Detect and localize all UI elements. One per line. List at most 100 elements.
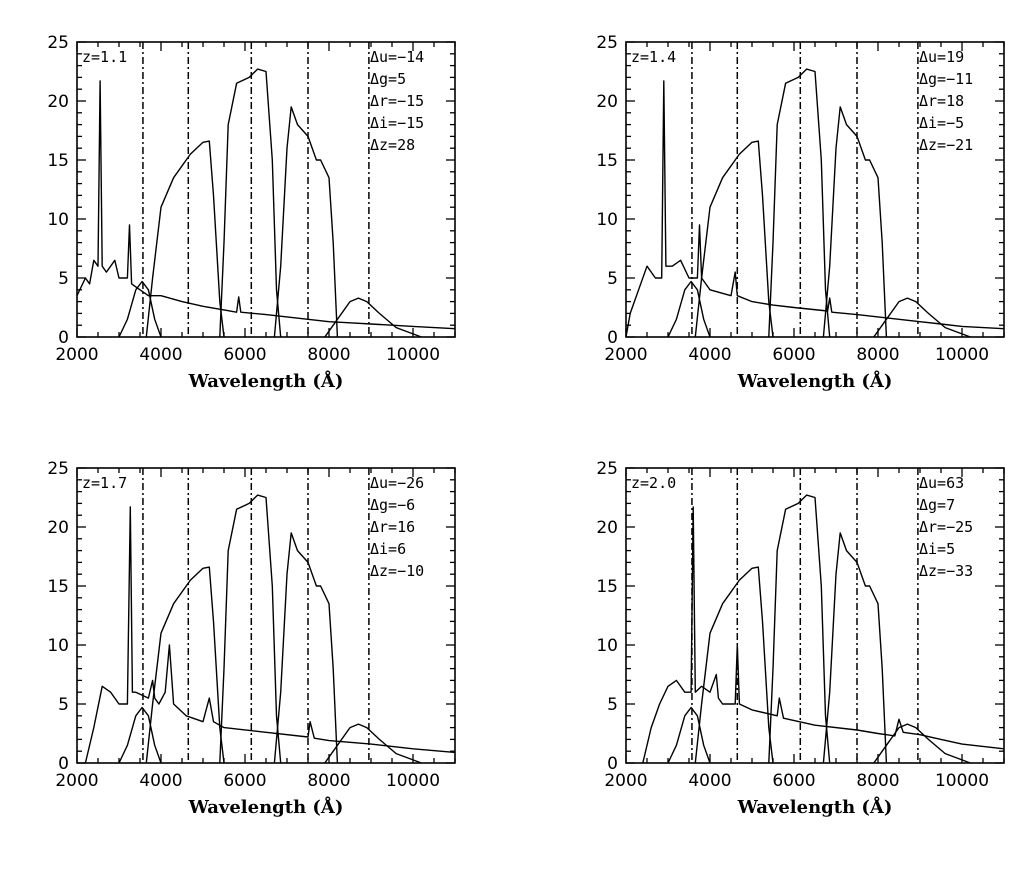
x-axis-label: Wavelength (Å) xyxy=(737,795,893,818)
x-tick-label: 8000 xyxy=(307,771,350,791)
i-filter-curve xyxy=(822,532,888,763)
y-tick-label: 25 xyxy=(596,459,618,479)
y-tick-label: 20 xyxy=(47,92,69,112)
g-filter-curve xyxy=(145,566,225,763)
y-tick-label: 10 xyxy=(596,210,618,230)
plot-area xyxy=(84,468,455,763)
delta-annotation: Δu=−26 xyxy=(370,474,424,492)
g-filter-curve xyxy=(694,140,774,337)
y-tick-label: 15 xyxy=(596,577,618,597)
delta-annotation: Δg=7 xyxy=(919,496,955,514)
y-tick-label: 15 xyxy=(596,151,618,171)
delta-annotation: Δr=18 xyxy=(919,92,964,110)
u-filter-curve xyxy=(118,280,162,337)
u-filter-curve xyxy=(667,280,711,337)
r-filter-curve xyxy=(219,494,282,763)
y-tick-label: 0 xyxy=(607,754,618,774)
delta-annotation: Δz=−21 xyxy=(919,136,973,154)
x-tick-label: 8000 xyxy=(856,345,899,365)
g-filter-curve xyxy=(694,566,774,763)
delta-annotation: Δi=−5 xyxy=(919,114,964,132)
delta-annotation: Δz=28 xyxy=(370,136,415,154)
delta-annotation: Δr=−25 xyxy=(919,518,973,536)
x-tick-label: 2000 xyxy=(55,345,98,365)
z-filter-curve xyxy=(873,297,971,337)
y-tick-label: 5 xyxy=(607,695,618,715)
plot-area xyxy=(642,468,1004,763)
plot-area xyxy=(626,42,1004,337)
x-tick-label: 10000 xyxy=(386,771,440,791)
x-tick-label: 10000 xyxy=(935,771,989,791)
x-tick-label: 8000 xyxy=(856,771,899,791)
z-filter-curve xyxy=(324,297,422,337)
quasar-spectrum-line xyxy=(77,80,455,330)
delta-annotation: Δz=−10 xyxy=(370,562,424,580)
y-tick-label: 10 xyxy=(596,636,618,656)
redshift-label: z=1.4 xyxy=(631,48,676,66)
x-tick-label: 6000 xyxy=(223,345,266,365)
x-tick-label: 4000 xyxy=(139,771,182,791)
delta-annotation: Δg=−11 xyxy=(919,70,973,88)
redshift-label: z=1.1 xyxy=(82,48,127,66)
r-filter-curve xyxy=(768,68,831,337)
delta-annotation: Δg=5 xyxy=(370,70,406,88)
delta-annotation: Δg=−6 xyxy=(370,496,415,514)
x-tick-label: 2000 xyxy=(604,771,647,791)
x-tick-label: 4000 xyxy=(139,345,182,365)
x-axis-label: Wavelength (Å) xyxy=(188,795,344,818)
x-tick-label: 6000 xyxy=(772,345,815,365)
y-tick-label: 20 xyxy=(596,92,618,112)
quasar-spectrum-line xyxy=(84,506,455,763)
i-filter-curve xyxy=(822,106,888,337)
delta-annotation: Δu=19 xyxy=(919,48,964,66)
x-tick-label: 2000 xyxy=(604,345,647,365)
y-tick-label: 5 xyxy=(58,695,69,715)
y-tick-label: 10 xyxy=(47,210,69,230)
quasar-spectrum-line xyxy=(626,80,1004,337)
z-filter-curve xyxy=(873,723,971,763)
x-tick-label: 8000 xyxy=(307,345,350,365)
x-tick-label: 6000 xyxy=(223,771,266,791)
g-filter-curve xyxy=(145,140,225,337)
x-tick-label: 2000 xyxy=(55,771,98,791)
redshift-label: z=1.7 xyxy=(82,474,127,492)
r-filter-curve xyxy=(768,494,831,763)
y-tick-label: 20 xyxy=(47,518,69,538)
delta-annotation: Δi=−15 xyxy=(370,114,424,132)
plot-area xyxy=(77,42,455,337)
panel-2: 2000 4000 6000 8000 10000 0 5 10 15 20 25 Wavelengt… xyxy=(596,33,1005,392)
panel-3: 2000 4000 6000 8000 10000 0 5 10 15 20 25 Wavelengt… xyxy=(47,459,456,818)
x-tick-label: 4000 xyxy=(688,771,731,791)
y-tick-label: 0 xyxy=(58,328,69,348)
x-tick-label: 6000 xyxy=(772,771,815,791)
delta-annotation: Δz=−33 xyxy=(919,562,973,580)
delta-annotation: Δu=63 xyxy=(919,474,964,492)
i-filter-curve xyxy=(273,532,339,763)
y-tick-label: 5 xyxy=(58,269,69,289)
y-tick-label: 15 xyxy=(47,577,69,597)
delta-annotation: Δr=−15 xyxy=(370,92,424,110)
redshift-label: z=2.0 xyxy=(631,474,676,492)
z-filter-curve xyxy=(324,723,422,763)
y-tick-label: 0 xyxy=(607,328,618,348)
panel-4: 2000 4000 6000 8000 10000 0 5 10 15 20 25 Wavelengt… xyxy=(596,459,1005,818)
delta-annotation: Δi=5 xyxy=(919,540,955,558)
r-filter-curve xyxy=(219,68,282,337)
panel-1: 2000 4000 6000 8000 10000 0 5 10 15 20 25 Wavelengt… xyxy=(47,33,456,392)
y-tick-label: 25 xyxy=(47,33,69,53)
y-tick-label: 5 xyxy=(607,269,618,289)
x-tick-label: 10000 xyxy=(935,345,989,365)
y-tick-label: 25 xyxy=(47,459,69,479)
y-tick-label: 15 xyxy=(47,151,69,171)
y-tick-label: 10 xyxy=(47,636,69,656)
y-tick-label: 25 xyxy=(596,33,618,53)
x-tick-label: 4000 xyxy=(688,345,731,365)
delta-annotation: Δr=16 xyxy=(370,518,415,536)
i-filter-curve xyxy=(273,106,339,337)
x-tick-label: 10000 xyxy=(386,345,440,365)
u-filter-curve xyxy=(118,706,162,763)
delta-annotation: Δu=−14 xyxy=(370,48,424,66)
y-tick-label: 0 xyxy=(58,754,69,774)
delta-annotation: Δi=6 xyxy=(370,540,406,558)
